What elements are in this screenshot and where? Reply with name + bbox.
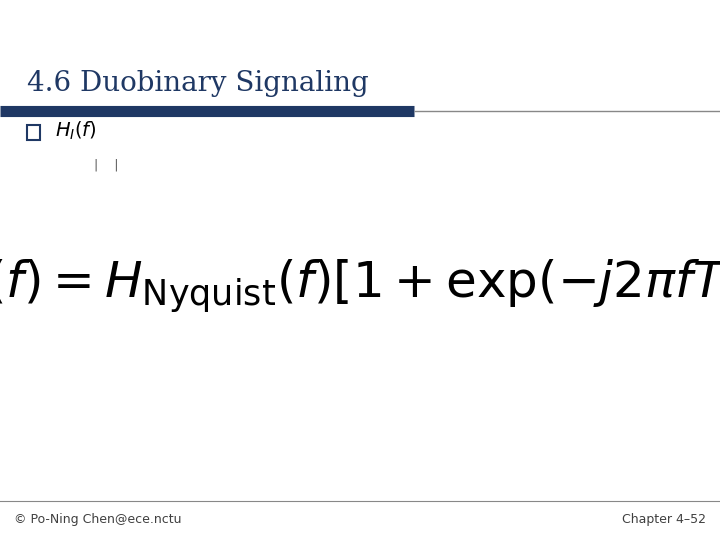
Text: |    |: | | bbox=[94, 158, 118, 171]
Text: $H_I(f)$: $H_I(f)$ bbox=[55, 119, 96, 142]
Text: 4.6 Duobinary Signaling: 4.6 Duobinary Signaling bbox=[27, 70, 369, 97]
FancyBboxPatch shape bbox=[27, 125, 40, 140]
Text: © Po-Ning Chen@ece.nctu: © Po-Ning Chen@ece.nctu bbox=[14, 513, 182, 526]
Text: Chapter 4–52: Chapter 4–52 bbox=[621, 513, 706, 526]
Text: $H_I(f) = H_{\mathrm{Nyquist}}(f)\left[1 + \exp(-j2\pi f T_0)\right]$: $H_I(f) = H_{\mathrm{Nyquist}}(f)\left[1… bbox=[0, 258, 720, 315]
